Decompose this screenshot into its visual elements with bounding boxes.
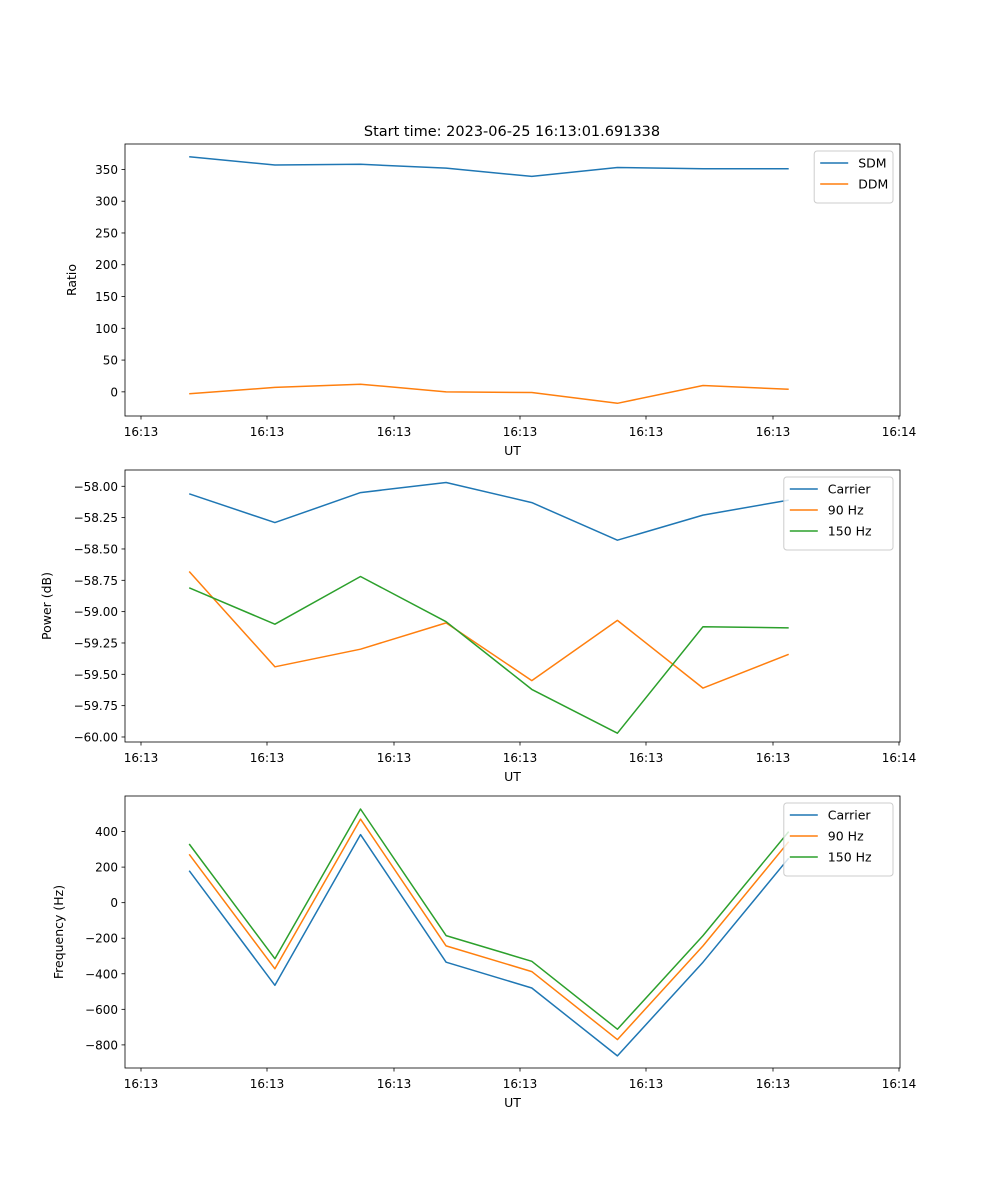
legend-label: DDM — [858, 177, 888, 192]
x-tick-label: 16:14 — [882, 1077, 917, 1091]
x-tick-label: 16:13 — [503, 425, 538, 439]
legend-box — [813, 150, 894, 204]
legend-label: SDM — [858, 156, 886, 171]
legend-label: 150 Hz — [828, 850, 872, 865]
y-tick-label: 100 — [95, 322, 118, 336]
series-line-sdm — [189, 155, 789, 178]
x-tick-label: 16:13 — [124, 751, 159, 765]
legend: Carrier 90 Hz 150 Hz — [783, 802, 894, 877]
legend-label: 90 Hz — [828, 829, 864, 844]
y-tick-label: −59.50 — [74, 668, 118, 682]
legend-label: Carrier — [828, 808, 872, 823]
x-tick-label: 16:14 — [882, 425, 917, 439]
x-tick-label: 16:13 — [250, 751, 285, 765]
y-tick-label: −59.75 — [74, 699, 118, 713]
x-tick-label: 16:13 — [756, 425, 791, 439]
y-axis-label: Power (dB) — [39, 572, 54, 640]
x-tick-label: 16:13 — [756, 751, 791, 765]
x-tick-label: 16:13 — [124, 425, 159, 439]
y-tick-label: −58.50 — [74, 542, 118, 556]
series-line-150-hz — [188, 808, 790, 1030]
x-tick-label: 16:13 — [629, 1077, 664, 1091]
legend: Carrier 90 Hz 150 Hz — [783, 476, 894, 551]
y-tick-label: 300 — [95, 195, 118, 209]
y-tick-label: 350 — [95, 163, 118, 177]
x-tick-label: 16:13 — [377, 1077, 412, 1091]
y-tick-label: 0 — [110, 896, 118, 910]
y-tick-label: −58.00 — [74, 480, 118, 494]
panel-1: 0 50 100 150 200 250 300 350 16:13 16:13 16:13 16:1… — [64, 143, 917, 458]
legend-label: 150 Hz — [828, 524, 872, 539]
x-axis-label: UT — [504, 443, 521, 458]
series-line-carrier — [188, 833, 790, 1057]
y-tick-label: −59.25 — [74, 636, 118, 650]
panel-3: −800 −600 −400 −200 0 200 400 16:13 16:13 16:13 16… — [51, 795, 917, 1110]
y-tick-label: −200 — [85, 932, 118, 946]
y-tick-label: 150 — [95, 290, 118, 304]
x-tick-label: 16:14 — [882, 751, 917, 765]
x-tick-label: 16:13 — [629, 425, 664, 439]
x-tick-label: 16:13 — [250, 425, 285, 439]
x-tick-label: 16:13 — [756, 1077, 791, 1091]
plot-frame — [124, 143, 901, 417]
x-tick-label: 16:13 — [250, 1077, 285, 1091]
x-axis-label: UT — [504, 769, 521, 784]
y-tick-label: 200 — [95, 258, 118, 272]
series-line-ddm — [189, 383, 789, 405]
figure-title: Start time: 2023-06-25 16:13:01.691338 — [364, 124, 660, 140]
series-line-90-hz — [188, 570, 789, 689]
y-tick-label: 0 — [110, 385, 118, 399]
legend: SDM DDM — [813, 150, 894, 204]
plot-frame — [124, 469, 901, 743]
x-tick-label: 16:13 — [124, 1077, 159, 1091]
series-line-150-hz — [188, 575, 789, 734]
plot-frame — [124, 795, 901, 1069]
series-line-90-hz — [188, 818, 790, 1041]
y-tick-label: 50 — [103, 354, 118, 368]
y-tick-label: −59.00 — [74, 605, 118, 619]
y-tick-label: −600 — [85, 1003, 118, 1017]
x-tick-label: 16:13 — [503, 1077, 538, 1091]
y-tick-label: −800 — [85, 1038, 118, 1052]
y-axis-label: Ratio — [64, 264, 79, 296]
x-axis-label: UT — [504, 1095, 521, 1110]
x-tick-label: 16:13 — [377, 425, 412, 439]
legend-label: Carrier — [828, 482, 872, 497]
x-tick-label: 16:13 — [503, 751, 538, 765]
y-tick-label: −58.75 — [74, 574, 118, 588]
legend-label: 90 Hz — [828, 503, 864, 518]
y-axis-label: Frequency (Hz) — [51, 885, 66, 979]
y-tick-label: −400 — [85, 967, 118, 981]
y-tick-label: −58.25 — [74, 511, 118, 525]
x-tick-label: 16:13 — [377, 751, 412, 765]
x-tick-label: 16:13 — [629, 751, 664, 765]
y-tick-label: 400 — [95, 825, 118, 839]
panel-2: −60.00 −59.75 −59.50 −59.25 −59.00 −58.75 −58.… — [39, 469, 917, 784]
y-tick-label: 250 — [95, 226, 118, 240]
y-tick-label: 200 — [95, 861, 118, 875]
series-line-carrier — [188, 481, 789, 541]
y-tick-label: −60.00 — [74, 730, 118, 744]
